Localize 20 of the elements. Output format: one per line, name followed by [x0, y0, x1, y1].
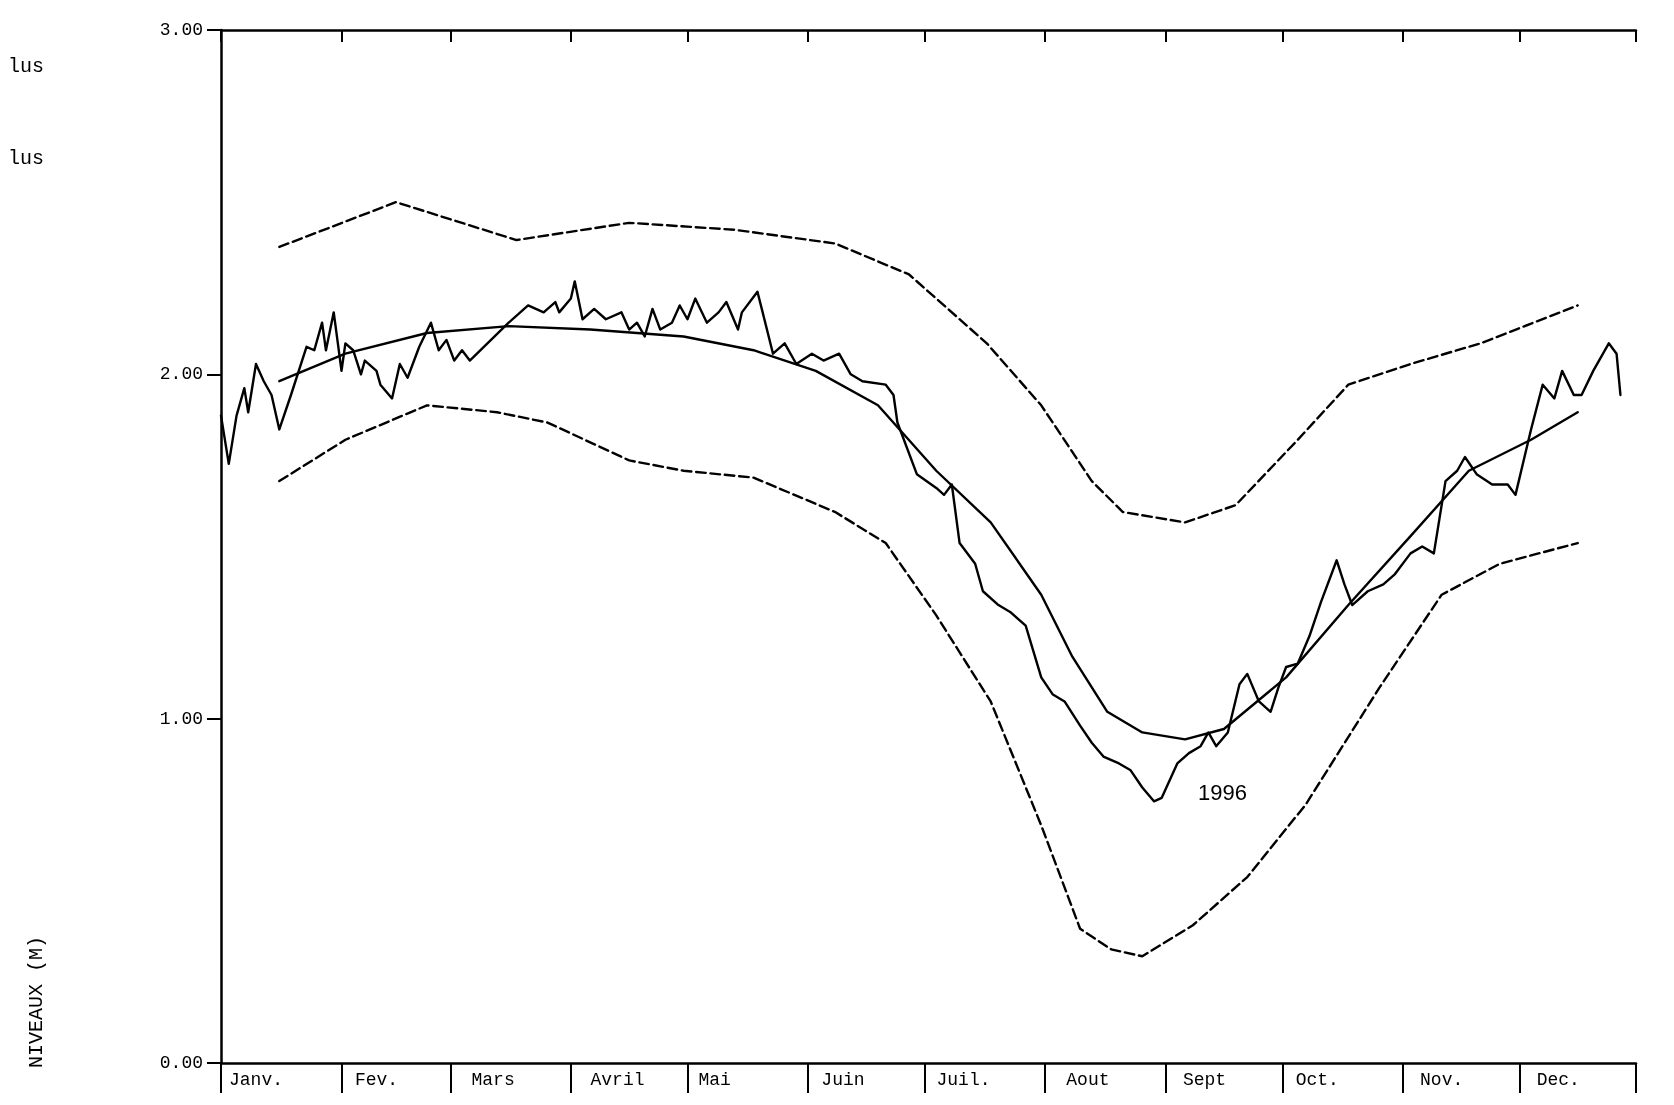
- x-tick-label: Janv.: [228, 1070, 283, 1090]
- text: NIVEAUX (M): [24, 935, 48, 1068]
- x-tick-label: Avril: [590, 1070, 645, 1090]
- y-tick-label: 2.00: [159, 364, 203, 385]
- x-tick-label: Mars: [471, 1070, 515, 1090]
- x-tick-label: Dec.: [1536, 1070, 1580, 1090]
- x-tick-label: Juil.: [936, 1070, 991, 1090]
- text: lus: [8, 54, 45, 78]
- x-tick-label: Juin: [821, 1070, 865, 1090]
- y-tick-label: 1.00: [159, 708, 203, 729]
- x-tick-label: Fev.: [354, 1070, 399, 1090]
- x-tick-label: Aout: [1066, 1070, 1110, 1090]
- x-tick-label: Oct.: [1295, 1070, 1339, 1090]
- text: lus: [8, 146, 45, 170]
- y-tick-label: 3.00: [159, 20, 203, 40]
- y-tick-label: 0.00: [159, 1053, 203, 1073]
- x-tick-label: Nov.: [1420, 1070, 1464, 1090]
- annotation: 1996: [1198, 779, 1247, 805]
- x-tick-label: Sept: [1182, 1070, 1227, 1090]
- x-tick-label: Mai: [698, 1070, 731, 1090]
